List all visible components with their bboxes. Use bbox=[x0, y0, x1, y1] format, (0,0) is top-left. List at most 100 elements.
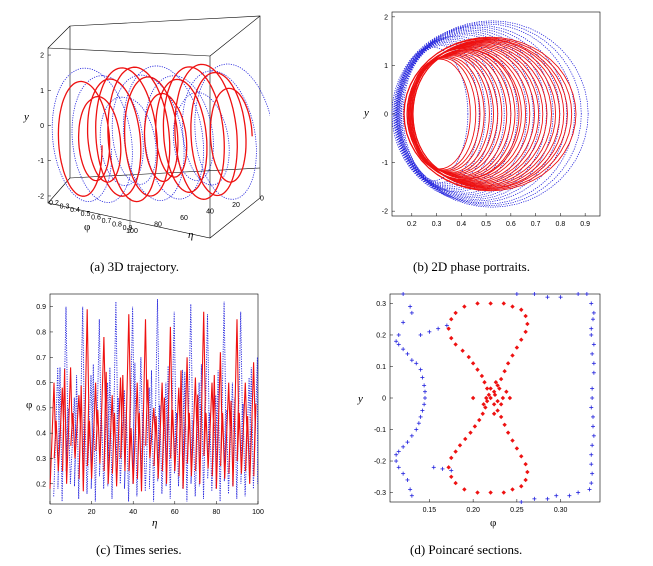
plot-a-xlabel: φ bbox=[84, 221, 90, 233]
scatter-point-diamond bbox=[514, 345, 520, 350]
scatter-point-diamond bbox=[505, 430, 511, 435]
scatter-point-diamond bbox=[453, 449, 458, 454]
plot-d-y-ticks: -0.3 -0.2 -0.1 0 0.1 0.2 0.3 bbox=[374, 301, 393, 497]
phase-loop-dotted bbox=[396, 21, 582, 207]
scatter-point-cross bbox=[440, 466, 445, 471]
scatter-point-diamond bbox=[460, 348, 465, 353]
scatter-point-diamond bbox=[481, 402, 486, 407]
scatter-point-cross bbox=[589, 481, 594, 486]
x-tick-label: 0.7 bbox=[531, 221, 541, 228]
scatter-point-diamond bbox=[486, 392, 492, 398]
scatter-point-diamond bbox=[510, 304, 515, 309]
phase-loop-dotted bbox=[397, 31, 541, 197]
scatter-point-cross bbox=[431, 465, 436, 470]
scatter-point-cross bbox=[576, 490, 581, 495]
scatter-point-diamond bbox=[523, 313, 528, 319]
scatter-point-diamond bbox=[482, 380, 487, 385]
scatter-point-cross bbox=[423, 396, 427, 400]
scatter-point-cross bbox=[449, 468, 454, 473]
scatter-point-cross bbox=[409, 433, 414, 438]
eta-tick-label: 40 bbox=[206, 209, 214, 216]
plot-b-series bbox=[391, 20, 589, 208]
scatter-point-diamond bbox=[477, 417, 482, 423]
scatter-point-cross bbox=[416, 421, 421, 426]
plot-c-x-ticks: 0 20 40 60 80 100 bbox=[48, 501, 264, 516]
scatter-point-diamond bbox=[519, 337, 524, 342]
scatter-point-cross bbox=[418, 332, 423, 337]
eta-tick-label: 60 bbox=[180, 215, 188, 222]
scatter-point-diamond bbox=[449, 474, 454, 479]
scatter-point-diamond bbox=[525, 469, 530, 475]
y-tick-label: 0.4 bbox=[36, 431, 46, 438]
plot-d-ylabel: y bbox=[357, 393, 363, 405]
scatter-point-diamond bbox=[495, 398, 500, 404]
phase-loop-solid bbox=[411, 55, 490, 173]
scatter-point-cross bbox=[401, 471, 406, 476]
plot-d-xlabel: φ bbox=[490, 517, 496, 529]
scatter-point-diamond bbox=[523, 477, 528, 483]
scatter-point-cross bbox=[545, 295, 550, 300]
plot-b-x-ticks: 0.2 0.3 0.4 0.5 0.6 0.7 0.8 0.9 bbox=[407, 213, 590, 228]
y-tick-label: 0.6 bbox=[36, 380, 46, 387]
y-tick-label: 0 bbox=[382, 396, 386, 403]
plot-d-x-ticks: 0.15 0.20 0.25 0.30 bbox=[423, 499, 568, 514]
scatter-point-diamond bbox=[510, 353, 515, 358]
scatter-point-cross bbox=[414, 361, 419, 366]
scatter-point-cross bbox=[418, 367, 423, 372]
x-tick-label: 0.8 bbox=[556, 221, 566, 228]
scatter-point-diamond bbox=[493, 380, 499, 385]
scatter-point-diamond bbox=[479, 373, 485, 379]
phase-loop-dotted bbox=[398, 23, 575, 205]
phase-loop-dotted bbox=[395, 20, 589, 208]
scatter-point-cross bbox=[394, 339, 399, 344]
scatter-point-cross bbox=[422, 402, 427, 407]
scatter-point-diamond bbox=[480, 411, 485, 416]
y-tick-label: -2 bbox=[382, 209, 388, 216]
scatter-point-diamond bbox=[488, 490, 493, 495]
plot-a-ylabel: y bbox=[23, 111, 29, 123]
caption-c: (c) Times series. bbox=[96, 542, 182, 557]
phase-loop-solid bbox=[403, 38, 568, 190]
scatter-point-cross bbox=[590, 351, 595, 356]
scatter-point-diamond bbox=[475, 301, 480, 306]
y-tick-label: 2 bbox=[40, 53, 44, 60]
plot-a-y-ticks: -2 -1 0 1 2 bbox=[38, 53, 51, 200]
scatter-point-cross bbox=[532, 496, 537, 501]
scatter-point-diamond bbox=[507, 395, 513, 401]
x-tick-label: 60 bbox=[171, 509, 179, 516]
caption-d: (d) Poincaré sections. bbox=[410, 542, 523, 557]
x-tick-label: 0.30 bbox=[554, 507, 568, 514]
x-tick-label: 20 bbox=[88, 509, 96, 516]
scatter-point-cross bbox=[423, 389, 427, 394]
eta-tick-label: 0 bbox=[260, 196, 264, 203]
phi-tick-label: 0.5 bbox=[81, 211, 91, 218]
x-tick-label: 0.3 bbox=[432, 221, 442, 228]
scatter-point-diamond bbox=[492, 392, 498, 398]
plot-c-xlabel: η bbox=[152, 517, 157, 529]
scatter-point-cross bbox=[394, 459, 399, 464]
phase-loop-dotted bbox=[401, 43, 486, 185]
scatter-point-diamond bbox=[463, 436, 468, 442]
plot-b-ylabel: y bbox=[363, 107, 369, 119]
y-tick-label: 0.5 bbox=[36, 405, 46, 412]
scatter-point-diamond bbox=[484, 398, 490, 404]
scatter-point-cross bbox=[589, 301, 594, 306]
y-tick-label: -0.3 bbox=[374, 490, 386, 497]
phi-tick-label: 0.6 bbox=[91, 214, 101, 221]
scatter-point-cross bbox=[405, 440, 410, 445]
plot-d-frame bbox=[389, 293, 601, 503]
scatter-point-cross bbox=[591, 370, 596, 375]
scatter-point-cross bbox=[589, 405, 594, 410]
scatter-point-diamond bbox=[470, 361, 476, 366]
scatter-point-diamond bbox=[500, 395, 506, 401]
y-tick-label: 0 bbox=[40, 123, 44, 130]
x-tick-label: 0 bbox=[48, 509, 52, 516]
chart-3d-trajectory: -2 -1 0 1 2 0.20.30.40.50.60.70.80.9 100 80 60… bbox=[23, 15, 270, 241]
scatter-point-diamond bbox=[510, 438, 515, 443]
phase-loop-dotted bbox=[396, 29, 547, 199]
scatter-point-diamond bbox=[491, 389, 497, 394]
scatter-point-cross bbox=[444, 323, 449, 328]
plot-c-ylabel: φ bbox=[26, 399, 32, 411]
scatter-point-cross bbox=[420, 408, 425, 413]
scatter-point-cross bbox=[405, 477, 410, 482]
